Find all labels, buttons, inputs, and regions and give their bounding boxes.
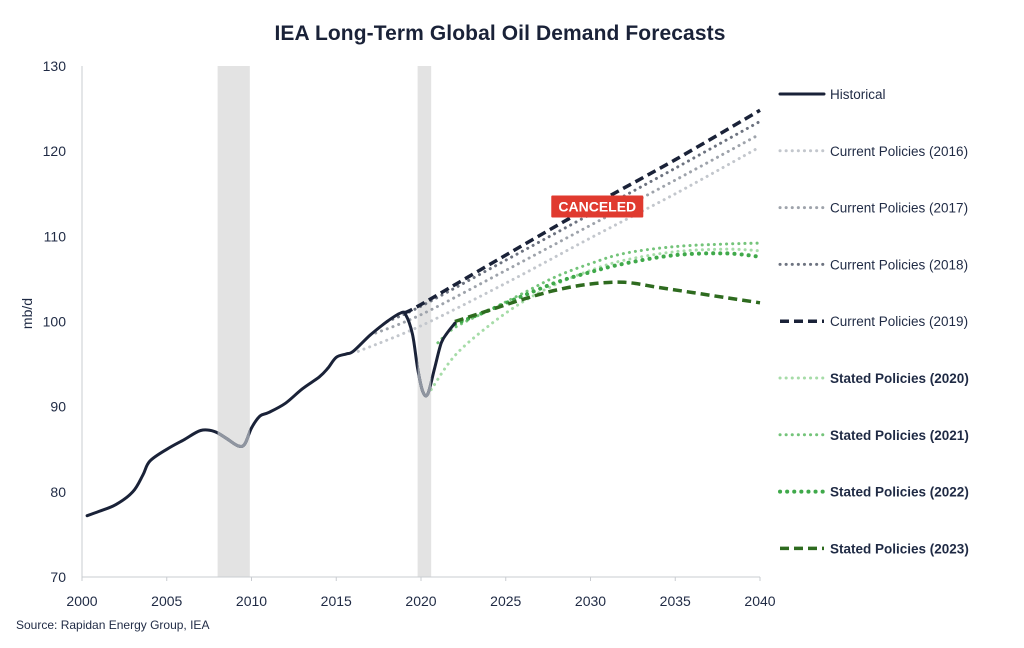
x-tick-label: 2000	[66, 593, 97, 609]
historical-shaded-overlay	[217, 428, 250, 448]
x-tick-label: 2020	[405, 593, 436, 609]
shaded-period-1	[417, 66, 432, 577]
legend-label-0: Historical	[830, 87, 886, 102]
annotations: CANCELED	[551, 195, 644, 218]
y-tick-label: 70	[50, 569, 66, 585]
x-tick-label: 2040	[744, 593, 775, 609]
x-tick-label: 2025	[490, 593, 521, 609]
legend-label-7: Stated Policies (2022)	[830, 485, 969, 500]
series-line-1	[356, 145, 762, 353]
y-tick-label: 80	[50, 484, 66, 500]
legend: Historical Current Policies (2016) Current…	[778, 87, 969, 556]
legend-label-8: Stated Policies (2023)	[830, 541, 969, 556]
x-tick-label: 2030	[575, 593, 606, 609]
series-line-7	[452, 251, 762, 327]
series-line-4	[403, 108, 761, 315]
legend-label-5: Stated Policies (2020)	[830, 371, 969, 386]
legend-label-3: Current Policies (2018)	[830, 257, 968, 272]
series-line-0	[85, 310, 457, 518]
legend-label-6: Stated Policies (2021)	[830, 428, 969, 443]
source-note: Source: Rapidan Energy Group, IEA	[16, 618, 210, 632]
shaded-period-0	[217, 66, 250, 577]
x-tick-label: 2010	[236, 593, 267, 609]
series-line-8	[454, 280, 761, 324]
series-lines	[85, 108, 762, 518]
shaded-periods	[217, 66, 432, 577]
x-tick-label: 2005	[151, 593, 182, 609]
x-tick-label: 2035	[660, 593, 691, 609]
series-line-5	[429, 247, 762, 392]
y-tick-label: 90	[50, 399, 66, 415]
y-axis-title: mb/d	[19, 298, 35, 329]
axes: 70 80 90 100 110 120 130 2000 2005 2010 2015 2020 20…	[19, 58, 776, 609]
series-line-6	[436, 241, 762, 345]
chart-title: IEA Long-Term Global Oil Demand Forecast…	[274, 22, 726, 45]
legend-label-4: Current Policies (2019)	[830, 314, 968, 329]
annotation-stamp-bg	[551, 195, 644, 218]
legend-label-1: Current Policies (2016)	[830, 144, 968, 159]
historical-shaded-overlay	[417, 358, 432, 398]
series-line-2	[368, 132, 762, 337]
annotation-stamp-text: CANCELED	[558, 199, 636, 215]
y-tick-label: 130	[43, 58, 67, 74]
y-tick-label: 100	[43, 314, 67, 330]
y-tick-label: 120	[43, 143, 67, 159]
legend-label-2: Current Policies (2017)	[830, 201, 968, 216]
y-tick-label: 110	[44, 228, 67, 244]
x-tick-label: 2015	[321, 593, 352, 609]
